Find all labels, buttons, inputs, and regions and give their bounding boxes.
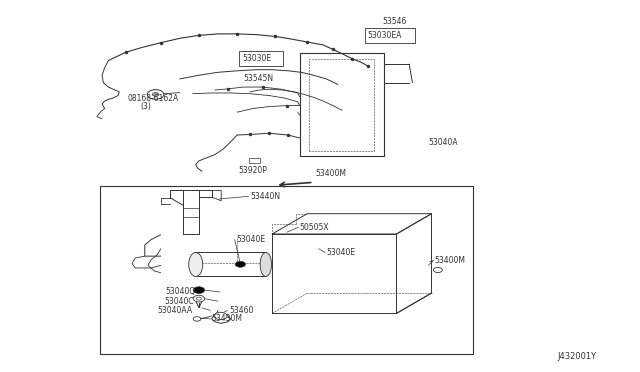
Bar [248, 158, 260, 163]
Text: 53040Q: 53040Q [166, 288, 196, 296]
Text: 53040AA: 53040AA [157, 306, 193, 315]
Text: 50505X: 50505X [300, 223, 329, 232]
Text: 53920P: 53920P [239, 166, 268, 174]
Ellipse shape [260, 253, 271, 276]
Circle shape [193, 287, 205, 294]
Text: 53400M: 53400M [315, 169, 346, 178]
Text: 53546: 53546 [383, 17, 407, 26]
Circle shape [196, 297, 202, 300]
Text: 53440N: 53440N [250, 192, 280, 201]
Bar [100, 186, 473, 354]
FancyBboxPatch shape [365, 28, 415, 43]
Circle shape [193, 317, 201, 321]
Text: 53460: 53460 [230, 306, 254, 315]
Text: J432001Y: J432001Y [557, 352, 596, 361]
Text: 53040C: 53040C [164, 297, 193, 306]
FancyBboxPatch shape [239, 51, 283, 66]
Circle shape [214, 312, 227, 320]
Circle shape [236, 261, 246, 267]
Text: 53430M: 53430M [212, 314, 243, 323]
Text: 53040A: 53040A [428, 138, 458, 147]
Circle shape [433, 267, 442, 273]
Text: (3): (3) [140, 103, 151, 112]
Circle shape [147, 90, 164, 99]
Text: 53400M: 53400M [435, 256, 466, 265]
Circle shape [193, 295, 205, 302]
Text: 53030E: 53030E [243, 54, 271, 63]
Text: 53030EA: 53030EA [368, 31, 402, 40]
Text: 53545N: 53545N [244, 74, 274, 83]
Text: 53040E: 53040E [326, 248, 355, 257]
Ellipse shape [189, 253, 203, 276]
Text: 53040E: 53040E [236, 235, 265, 244]
Circle shape [152, 93, 159, 96]
Text: 08168-6162A: 08168-6162A [127, 94, 179, 103]
